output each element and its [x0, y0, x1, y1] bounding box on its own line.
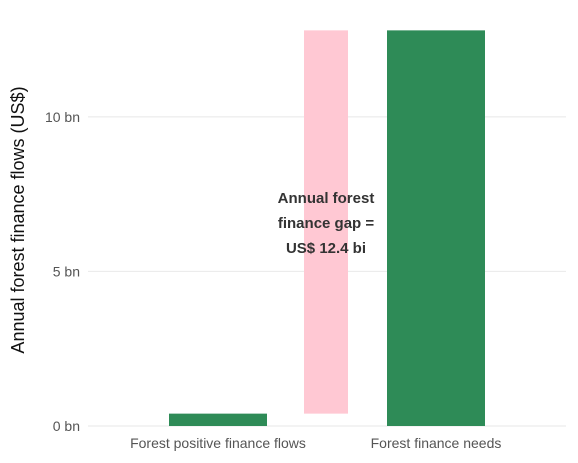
x-tick-labels: Forest positive finance flows Forest fina… — [130, 435, 501, 451]
gap-annotation-line: US$ 12.4 bi — [286, 240, 366, 257]
y-axis-title: Annual forest finance flows (US$) — [8, 86, 28, 353]
finance-gap-bar — [304, 30, 348, 414]
gap-annotation-line: Annual forest — [278, 190, 375, 207]
x-tick-label: Forest positive finance flows — [130, 435, 306, 451]
x-tick-label: Forest finance needs — [371, 435, 502, 451]
bar — [387, 30, 485, 426]
y-tick-labels: 0 bn 5 bn 10 bn — [45, 109, 80, 434]
y-tick-label: 0 bn — [53, 418, 80, 434]
y-tick-label: 5 bn — [53, 263, 80, 279]
y-tick-label: 10 bn — [45, 109, 80, 125]
bars — [169, 30, 485, 426]
gap-annotation-line: finance gap = — [278, 215, 375, 232]
bar — [169, 413, 267, 426]
gap-annotation: Annual forest finance gap = US$ 12.4 bi — [278, 190, 375, 257]
